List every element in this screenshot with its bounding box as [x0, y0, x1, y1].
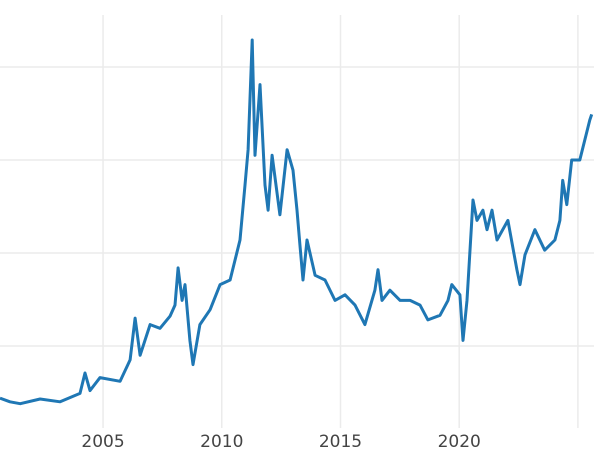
- x-tick-label: 2015: [319, 432, 362, 450]
- y-gridlines: [0, 66, 594, 347]
- x-gridlines: [102, 15, 579, 428]
- x-tick-label: 2020: [438, 432, 481, 450]
- x-tick-label: 2010: [200, 432, 243, 450]
- x-tick-label: 2005: [81, 432, 124, 450]
- series-line: [0, 38, 594, 406]
- x-tick-labels: 2005 2010 2015 2020: [81, 432, 480, 450]
